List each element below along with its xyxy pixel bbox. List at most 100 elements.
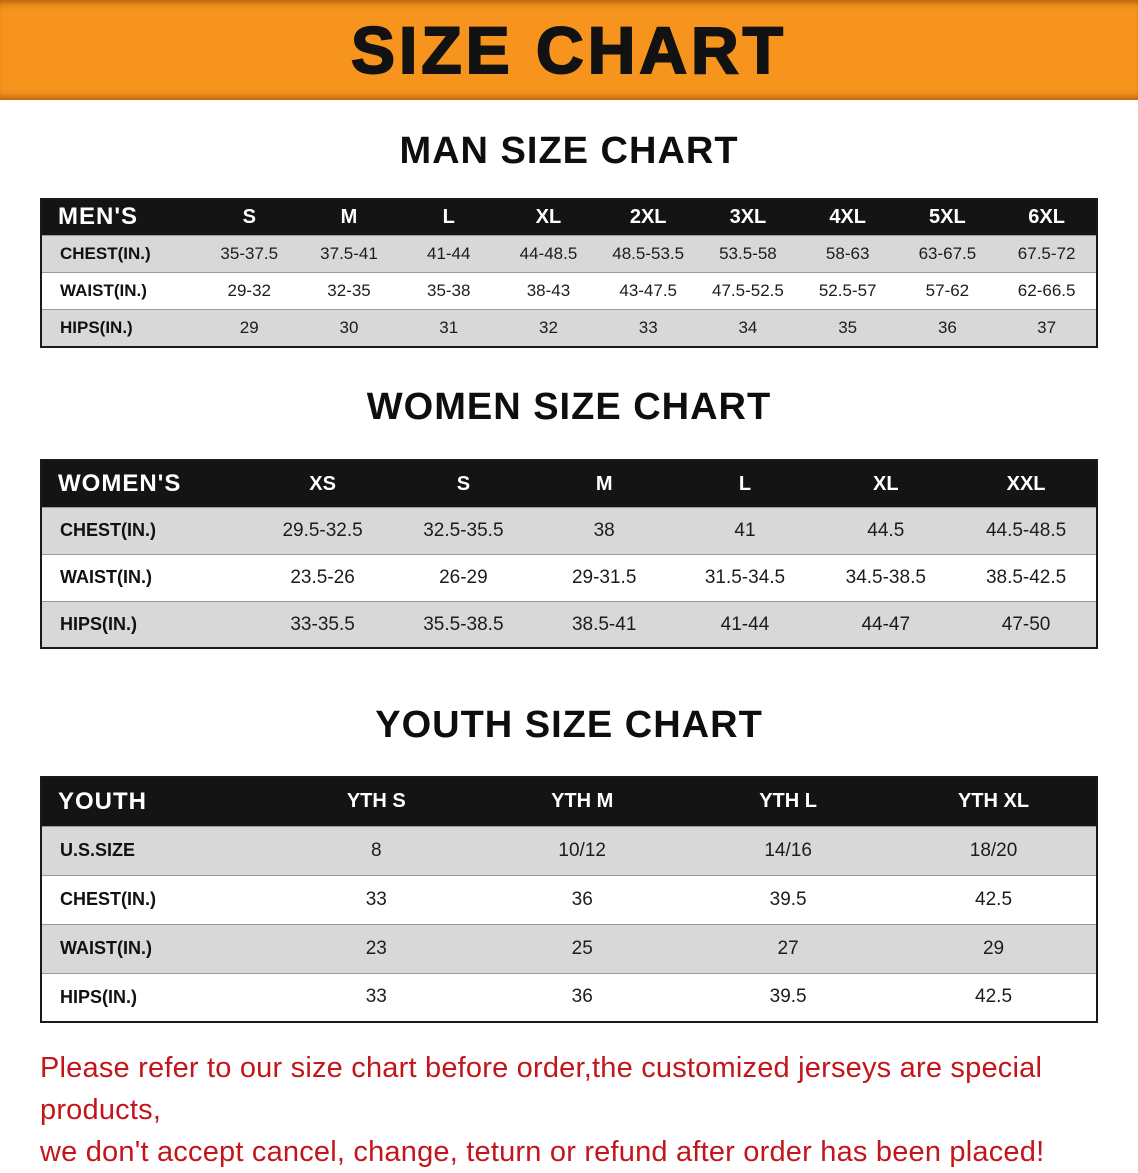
size-header-cell: YTH S <box>273 777 480 827</box>
value-cell: 35-38 <box>398 272 499 310</box>
table-row: HIPS(IN.) 33 36 39.5 42.5 <box>41 972 1097 1023</box>
value-cell: 36 <box>897 309 998 347</box>
value-cell: 39.5 <box>685 972 892 1023</box>
size-header-cell: 5XL <box>897 198 998 236</box>
section-heading: YOUTH SIZE CHART <box>375 704 763 747</box>
table-row: HIPS(IN.) 33-35.5 35.5-38.5 38.5-41 41-44 44-… <box>41 600 1097 649</box>
value-cell: 8 <box>273 825 480 876</box>
size-header-cell: XXL <box>956 460 1097 508</box>
size-table: MEN'S S M L XL 2XL 3XL 4XL 5XL 6XL CHEST(IN.) 35-37… <box>40 197 1098 348</box>
size-header-cell: XL <box>815 460 957 508</box>
disclaimer-line-2: we don't accept cancel, change, teturn o… <box>40 1136 1045 1169</box>
table-title-cell: WOMEN'S <box>41 460 253 508</box>
value-cell: 31.5-34.5 <box>674 553 816 602</box>
value-cell: 44-48.5 <box>498 235 599 273</box>
value-cell: 33 <box>273 874 480 925</box>
value-cell: 43-47.5 <box>598 272 699 310</box>
size-chart-section: MAN SIZE CHART MEN'S S M L XL 2XL 3XL 4XL 5XL 6XL C… <box>0 130 1138 348</box>
value-cell: 32 <box>498 309 599 347</box>
row-label-cell: CHEST(IN.) <box>41 506 253 555</box>
value-cell: 36 <box>479 972 686 1023</box>
table-header-row: MEN'S S M L XL 2XL 3XL 4XL 5XL 6XL <box>41 198 1097 236</box>
table-header-row: YOUTH YTH S YTH M YTH L YTH XL <box>41 777 1097 827</box>
size-header-cell: S <box>199 198 300 236</box>
value-cell: 67.5-72 <box>997 235 1097 273</box>
size-table: WOMEN'S XS S M L XL XXL CHEST(IN.) 29.5-32.5 32.5… <box>40 459 1098 650</box>
value-cell: 47-50 <box>956 600 1097 649</box>
value-cell: 18/20 <box>891 825 1097 876</box>
size-header-cell: YTH M <box>479 777 686 827</box>
row-label-cell: HIPS(IN.) <box>41 600 253 649</box>
value-cell: 35-37.5 <box>199 235 300 273</box>
size-header-cell: YTH L <box>685 777 892 827</box>
value-cell: 57-62 <box>897 272 998 310</box>
value-cell: 52.5-57 <box>797 272 898 310</box>
size-header-cell: S <box>392 460 534 508</box>
value-cell: 23 <box>273 923 480 974</box>
row-label-cell: CHEST(IN.) <box>41 235 200 273</box>
value-cell: 10/12 <box>479 825 686 876</box>
value-cell: 42.5 <box>891 972 1097 1023</box>
table-title-cell: MEN'S <box>41 198 200 236</box>
size-header-cell: 4XL <box>797 198 898 236</box>
value-cell: 47.5-52.5 <box>698 272 798 310</box>
value-cell: 29-31.5 <box>533 553 675 602</box>
value-cell: 33 <box>598 309 699 347</box>
size-chart-section: YOUTH SIZE CHART YOUTH YTH S YTH M YTH L YTH … <box>0 704 1138 1024</box>
table-row: CHEST(IN.) 35-37.5 37.5-41 41-44 44-48.5 48.5… <box>41 235 1097 273</box>
table-title-cell: YOUTH <box>41 777 274 827</box>
value-cell: 39.5 <box>685 874 892 925</box>
value-cell: 62-66.5 <box>997 272 1097 310</box>
value-cell: 38-43 <box>498 272 599 310</box>
table-row: CHEST(IN.) 29.5-32.5 32.5-35.5 38 41 44.5 44.5… <box>41 506 1097 555</box>
table-row: CHEST(IN.) 33 36 39.5 42.5 <box>41 874 1097 925</box>
value-cell: 35.5-38.5 <box>392 600 534 649</box>
table-row: WAIST(IN.) 29-32 32-35 35-38 38-43 43-47.5 47.… <box>41 272 1097 310</box>
row-label-cell: WAIST(IN.) <box>41 272 200 310</box>
value-cell: 30 <box>299 309 399 347</box>
size-header-cell: XS <box>252 460 393 508</box>
section-heading: WOMEN SIZE CHART <box>366 385 772 428</box>
value-cell: 37.5-41 <box>299 235 399 273</box>
row-label-cell: HIPS(IN.) <box>41 309 200 347</box>
value-cell: 48.5-53.5 <box>598 235 699 273</box>
value-cell: 23.5-26 <box>252 553 393 602</box>
row-label-cell: CHEST(IN.) <box>41 874 274 925</box>
table-row: WAIST(IN.) 23 25 27 29 <box>41 923 1097 974</box>
value-cell: 29-32 <box>199 272 300 310</box>
value-cell: 35 <box>797 309 898 347</box>
value-cell: 25 <box>479 923 686 974</box>
section-heading: MAN SIZE CHART <box>399 130 739 172</box>
value-cell: 14/16 <box>685 825 892 876</box>
value-cell: 53.5-58 <box>698 235 798 273</box>
value-cell: 33 <box>273 972 480 1023</box>
value-cell: 38.5-42.5 <box>956 553 1097 602</box>
size-charts-container: MAN SIZE CHART MEN'S S M L XL 2XL 3XL 4XL 5XL 6XL C… <box>0 130 1138 1024</box>
value-cell: 58-63 <box>797 235 898 273</box>
row-label-cell: U.S.SIZE <box>41 825 274 876</box>
value-cell: 41 <box>674 506 816 555</box>
disclaimer-line-1: Please refer to our size chart before or… <box>40 1052 1043 1127</box>
row-label-cell: WAIST(IN.) <box>41 923 274 974</box>
value-cell: 27 <box>685 923 892 974</box>
value-cell: 26-29 <box>392 553 534 602</box>
value-cell: 42.5 <box>891 874 1097 925</box>
size-chart-section: WOMEN SIZE CHART WOMEN'S XS S M L XL XXL CHEST(I… <box>0 386 1138 650</box>
size-header-cell: L <box>398 198 499 236</box>
value-cell: 32-35 <box>299 272 399 310</box>
value-cell: 38 <box>533 506 675 555</box>
banner-title: SIZE CHART <box>350 13 787 87</box>
value-cell: 63-67.5 <box>897 235 998 273</box>
value-cell: 41-44 <box>398 235 499 273</box>
value-cell: 44-47 <box>815 600 957 649</box>
table-row: WAIST(IN.) 23.5-26 26-29 29-31.5 31.5-34.5 34… <box>41 553 1097 602</box>
row-label-cell: HIPS(IN.) <box>41 972 274 1023</box>
value-cell: 29 <box>199 309 300 347</box>
table-row: HIPS(IN.) 29 30 31 32 33 34 35 36 37 <box>41 309 1097 347</box>
value-cell: 38.5-41 <box>533 600 675 649</box>
value-cell: 36 <box>479 874 686 925</box>
size-table: YOUTH YTH S YTH M YTH L YTH XL U.S.SIZE 8 10/12… <box>40 776 1098 1024</box>
size-header-cell: 6XL <box>997 198 1097 236</box>
value-cell: 44.5-48.5 <box>956 506 1097 555</box>
